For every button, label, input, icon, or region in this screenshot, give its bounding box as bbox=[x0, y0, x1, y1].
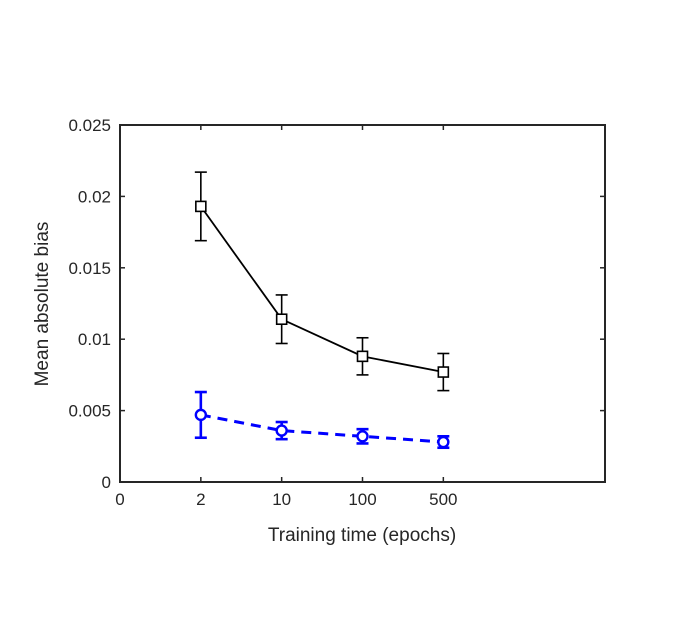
x-tick-label: 500 bbox=[429, 490, 457, 509]
y-tick-label: 0.005 bbox=[68, 402, 111, 421]
x-tick-label: 10 bbox=[272, 490, 291, 509]
circle-marker bbox=[356, 430, 369, 443]
series-layer bbox=[194, 171, 450, 450]
y-axis-label: Mean absolute bias bbox=[32, 222, 53, 387]
x-axis-label: Training time (epochs) bbox=[268, 525, 456, 546]
square-marker bbox=[437, 366, 450, 378]
square-marker bbox=[275, 313, 288, 326]
circle-marker bbox=[194, 408, 208, 422]
y-tick-label: 0.02 bbox=[78, 187, 111, 206]
y-tick-label: 0.025 bbox=[68, 116, 111, 135]
x-tick-label: 0 bbox=[115, 490, 124, 509]
x-tick-label: 100 bbox=[348, 490, 376, 509]
y-tick-label: 0.015 bbox=[68, 259, 111, 278]
circle-marker bbox=[437, 435, 450, 449]
series-2 bbox=[194, 390, 450, 450]
y-tick-label: 0 bbox=[102, 473, 111, 492]
tick-layer: 0 2 10 100 500 0 0.005 0.01 0.015 0.02 0.025 bbox=[68, 116, 605, 509]
square-marker bbox=[195, 200, 207, 213]
series-line bbox=[200, 413, 444, 444]
square-marker bbox=[356, 350, 369, 363]
series-line bbox=[200, 205, 444, 373]
circle-marker bbox=[275, 424, 288, 437]
series-1 bbox=[194, 171, 450, 392]
x-tick-label: 2 bbox=[196, 490, 205, 509]
y-tick-label: 0.01 bbox=[78, 330, 111, 349]
